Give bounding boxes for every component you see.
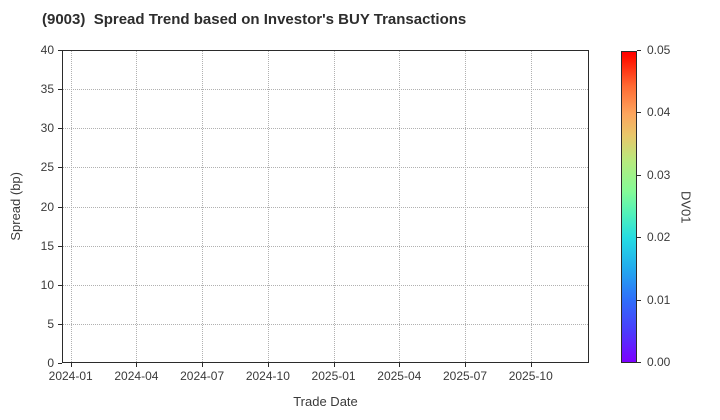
y-gridline bbox=[63, 245, 588, 247]
y-gridline bbox=[63, 128, 588, 130]
y-tick-mark bbox=[58, 323, 62, 325]
x-tick-label: 2025-04 bbox=[377, 369, 422, 383]
colorbar-tick-label: 0.00 bbox=[647, 355, 671, 369]
colorbar-tick-mark bbox=[637, 362, 641, 363]
colorbar-tick-label: 0.02 bbox=[647, 230, 671, 245]
y-tick-label: 25 bbox=[40, 160, 54, 175]
y-gridline bbox=[63, 206, 588, 208]
y-tick-mark bbox=[58, 206, 62, 208]
x-tick-mark bbox=[267, 363, 269, 367]
x-tick-label: 2025-10 bbox=[508, 369, 553, 383]
x-tick-mark bbox=[399, 363, 401, 367]
x-tick-label: 2024-07 bbox=[180, 369, 225, 383]
colorbar-tick-mark bbox=[637, 174, 641, 176]
colorbar-tick-label: 0.01 bbox=[647, 292, 671, 307]
colorbar-tick-mark bbox=[637, 112, 641, 114]
y-tick-label: 5 bbox=[47, 316, 54, 331]
y-tick-label: 20 bbox=[40, 199, 54, 214]
x-tick-label: 2025-01 bbox=[311, 369, 356, 383]
y-gridline bbox=[63, 89, 588, 91]
y-tick-label: 35 bbox=[40, 82, 54, 97]
y-tick-label: 10 bbox=[40, 277, 54, 292]
y-tick-mark bbox=[58, 245, 62, 247]
x-tick-label: 2025-07 bbox=[442, 369, 488, 383]
y-tick-label: 30 bbox=[40, 121, 54, 136]
y-gridline bbox=[63, 167, 588, 169]
y-tick-mark bbox=[58, 89, 62, 91]
y-tick-mark bbox=[58, 284, 62, 286]
x-tick-label: 2024-10 bbox=[245, 369, 290, 383]
colorbar-tick-mark bbox=[637, 237, 641, 239]
x-tick-label: 2024-01 bbox=[48, 369, 93, 383]
chart-title: (9003) Spread Trend based on Investor's … bbox=[42, 11, 467, 28]
x-tick-mark bbox=[202, 363, 204, 367]
y-tick-label: 40 bbox=[40, 43, 54, 57]
x-tick-mark bbox=[136, 363, 138, 367]
y-tick-label: 15 bbox=[40, 238, 54, 253]
y-gridline bbox=[63, 284, 588, 286]
colorbar-tick-label: 0.05 bbox=[647, 43, 671, 57]
y-tick-mark bbox=[58, 363, 62, 364]
colorbar-tick-mark bbox=[637, 50, 641, 51]
x-tick-label: 2024-04 bbox=[114, 369, 159, 383]
x-tick-mark bbox=[465, 363, 467, 367]
y-gridline bbox=[63, 323, 588, 325]
y-tick-label: 0 bbox=[47, 356, 54, 370]
x-tick-mark bbox=[70, 363, 72, 367]
x-axis-label: Trade Date bbox=[293, 394, 358, 409]
colorbar-tick-label: 0.04 bbox=[647, 105, 671, 120]
colorbar-label-wrap: DV01 bbox=[676, 51, 696, 363]
y-tick-mark bbox=[58, 128, 62, 130]
y-tick-mark bbox=[58, 50, 62, 51]
x-tick-mark bbox=[530, 363, 532, 367]
colorbar-tick-label: 0.03 bbox=[647, 167, 671, 182]
colorbar-gradient bbox=[621, 51, 637, 363]
colorbar-tick-mark bbox=[637, 299, 641, 301]
y-tick-mark bbox=[58, 167, 62, 169]
x-tick-mark bbox=[333, 363, 335, 367]
colorbar-label: DV01 bbox=[678, 190, 694, 224]
